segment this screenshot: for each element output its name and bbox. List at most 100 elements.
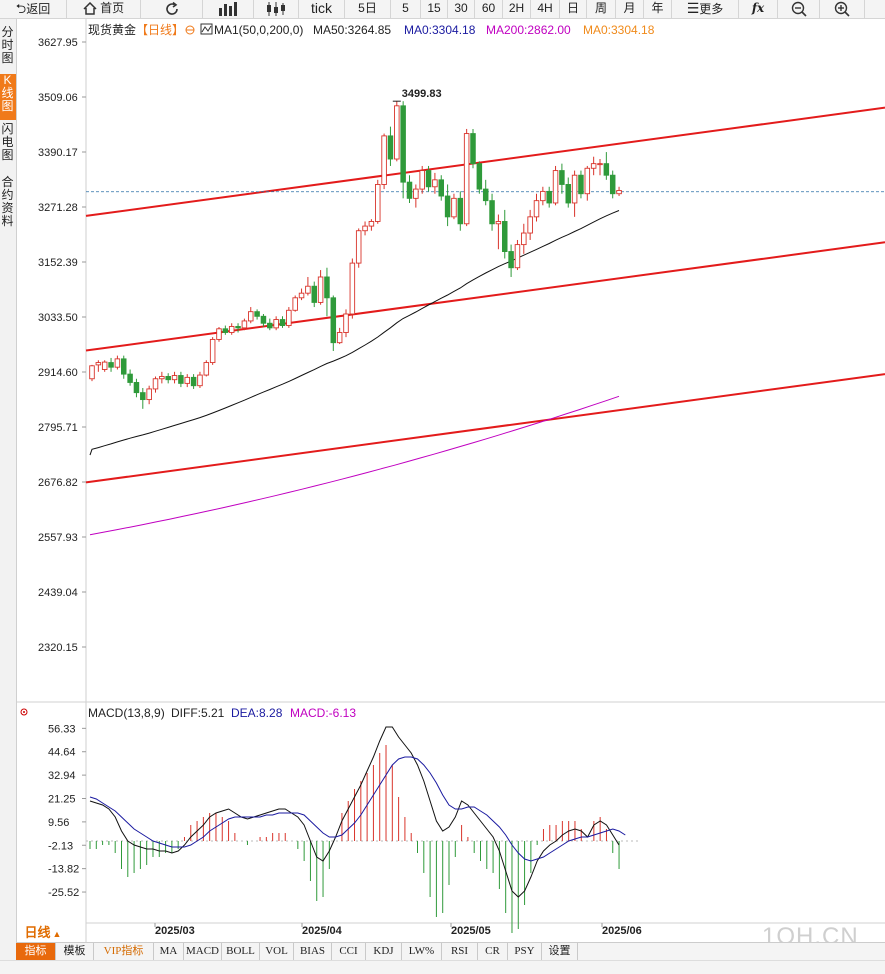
candle-down: [190, 376, 197, 387]
candle-down: [165, 375, 171, 381]
price-tick-label: 2557.93: [38, 532, 78, 544]
period-60m-button[interactable]: 60: [475, 0, 503, 18]
candle-down: [140, 392, 146, 401]
candle-down: [457, 197, 464, 225]
tab-indicator[interactable]: 指标: [16, 943, 56, 960]
horizontal-scrollbar[interactable]: [0, 960, 885, 974]
time-tick-label: 2025/04: [302, 925, 343, 937]
period-4h-button[interactable]: 4H: [531, 0, 560, 18]
candlestick-icon: [267, 1, 285, 16]
candle-up: [292, 297, 298, 311]
tab-lw[interactable]: LW%: [402, 943, 442, 960]
price-tick-label: 2676.82: [38, 477, 78, 489]
sidenav-item-contract[interactable]: 合约资料: [0, 176, 16, 238]
sidenav-item-kline[interactable]: K线图: [0, 74, 16, 120]
candle-up: [521, 232, 527, 246]
macd-dea: DEA:8.28: [231, 706, 283, 720]
settings-circle-icon[interactable]: [185, 25, 195, 35]
macd-lines: [89, 726, 626, 898]
candle-down: [387, 135, 394, 160]
high-label: 3499.83: [402, 88, 442, 100]
candle-up: [343, 313, 349, 333]
period-5m-button[interactable]: 5: [391, 0, 421, 18]
zoom-in-button[interactable]: [820, 0, 865, 18]
candle-down: [400, 105, 406, 183]
period-5d-button[interactable]: 5日: [345, 0, 391, 18]
tab-bias[interactable]: BIAS: [294, 943, 332, 960]
candle-down: [120, 358, 127, 375]
home-button[interactable]: 首页: [67, 0, 141, 18]
zoom-out-button[interactable]: [778, 0, 820, 18]
candle-up: [101, 361, 108, 370]
candle-up: [552, 170, 559, 204]
tick-button[interactable]: tick: [299, 0, 345, 18]
tab-settings[interactable]: 设置: [542, 943, 578, 960]
candle-up: [463, 133, 470, 225]
period-month-button[interactable]: 月: [616, 0, 644, 18]
candle-down: [133, 382, 140, 394]
kline-chart[interactable]: 3627.95 3509.06 3390.17 3271.28 3152.39 3033.…: [0, 0, 885, 942]
candle-down: [578, 174, 584, 195]
more-button[interactable]: ☰更多: [672, 0, 739, 18]
candle-up: [571, 174, 578, 204]
legend-symbol: 现货黄金: [88, 22, 136, 37]
candle-up: [432, 179, 438, 188]
candle-up: [317, 276, 324, 303]
candle-up: [89, 365, 95, 380]
candle-down: [444, 195, 451, 218]
channel-line: [85, 106, 885, 217]
sidenav-item-flash[interactable]: 闪电图: [0, 123, 16, 173]
candle-down: [609, 174, 616, 195]
line-chart-button[interactable]: [203, 0, 254, 18]
price-tick-label: 3390.17: [38, 147, 78, 159]
period-year-button[interactable]: 年: [644, 0, 672, 18]
candle-down: [406, 181, 413, 199]
period-day-button[interactable]: 日: [560, 0, 587, 18]
indicator-tabs: 指标 模板 VIP指标 MA MACD BOLL VOL BIAS CCI KD…: [16, 942, 885, 960]
tab-macd[interactable]: MACD: [184, 943, 222, 960]
candle-up: [305, 285, 311, 294]
tab-vip[interactable]: VIP指标: [94, 943, 154, 960]
sun-icon[interactable]: [20, 708, 28, 716]
tab-template[interactable]: 模板: [56, 943, 94, 960]
caret-up-icon: ▲: [52, 929, 62, 939]
sidenav-item-timeshare[interactable]: 分时图: [0, 26, 16, 74]
tab-boll[interactable]: BOLL: [222, 943, 260, 960]
period-15m-button[interactable]: 15: [421, 0, 448, 18]
tab-kdj[interactable]: KDJ: [366, 943, 402, 960]
macd-tick-label: -13.82: [48, 864, 79, 876]
tab-rsi[interactable]: RSI: [442, 943, 478, 960]
period-30m-button[interactable]: 30: [448, 0, 475, 18]
candle-down: [127, 373, 133, 383]
price-tick-label: 2439.04: [38, 587, 78, 599]
tab-ma[interactable]: MA: [154, 943, 184, 960]
period-2h-button[interactable]: 2H: [503, 0, 531, 18]
channel-line: [85, 241, 885, 352]
macd-title: MACD(13,8,9): [88, 706, 165, 720]
tab-cr[interactable]: CR: [478, 943, 508, 960]
legend-ma50: MA50:3264.85: [313, 23, 391, 37]
candle-up: [336, 332, 343, 344]
macd-tick-label: 32.94: [48, 770, 76, 782]
tab-psy[interactable]: PSY: [508, 943, 542, 960]
candle-down: [546, 190, 552, 204]
candle-up: [419, 170, 425, 190]
formula-button[interactable]: fx: [739, 0, 778, 18]
candle-up: [368, 221, 375, 227]
top-toolbar: ⮌返回 首页 tick 5日 5 15 30 60 2H 4H 日 周 月 年 …: [0, 0, 885, 19]
legend-ma0-b: MA0:3304.18: [583, 23, 655, 37]
macd-tick-label: -2.13: [48, 840, 73, 852]
back-button[interactable]: ⮌返回: [0, 0, 67, 18]
candle-up: [590, 163, 597, 169]
refresh-button[interactable]: [141, 0, 203, 18]
zoom-in-icon: [834, 1, 850, 17]
tab-vol[interactable]: VOL: [260, 943, 294, 960]
candle-button[interactable]: [254, 0, 299, 18]
candle-up: [228, 326, 235, 333]
candle-down: [324, 276, 330, 299]
sidenav-label: 闪电图: [1, 122, 14, 162]
tab-cci[interactable]: CCI: [332, 943, 366, 960]
macd-tick-label: 21.25: [48, 794, 76, 806]
period-badge[interactable]: 日线 ▲: [16, 924, 70, 942]
period-week-button[interactable]: 周: [587, 0, 616, 18]
